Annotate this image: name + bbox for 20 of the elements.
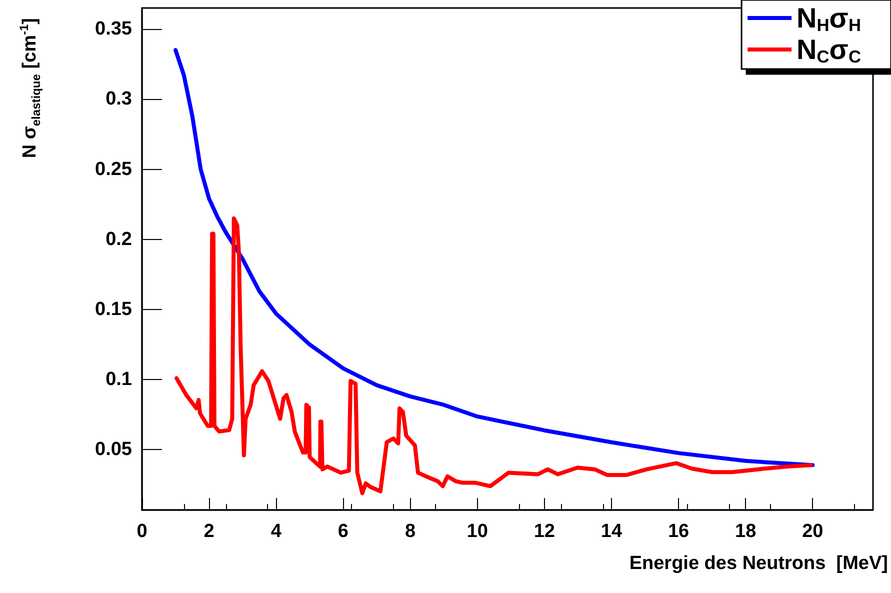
x-tick-label: 16: [668, 521, 690, 542]
y-tick-label: 0.35: [95, 18, 132, 40]
x-axis-title: Energie des Neutrons [MeV]: [629, 553, 888, 574]
y-tick-label: 0.1: [106, 369, 132, 390]
y-tick-label: 0.25: [95, 158, 132, 180]
x-tick-label: 12: [534, 521, 555, 542]
y-tick-label: 0.3: [106, 88, 132, 110]
x-tick-label: 14: [600, 521, 622, 542]
line-series: [174, 216, 813, 496]
x-tick-label: 2: [204, 521, 214, 542]
x-tick-label: 10: [466, 521, 488, 542]
x-tick-label: 20: [802, 521, 824, 542]
y-tick-label: 0.05: [95, 439, 132, 460]
x-tick-label: 6: [338, 521, 348, 542]
y-tick-label: 0.2: [106, 228, 132, 250]
x-tick-label: 0: [136, 521, 148, 542]
x-tick-label: 4: [270, 521, 282, 542]
x-tick-label: 18: [735, 521, 756, 542]
x-tick-label: 8: [404, 521, 416, 542]
y-tick-label: 0.15: [95, 298, 132, 320]
